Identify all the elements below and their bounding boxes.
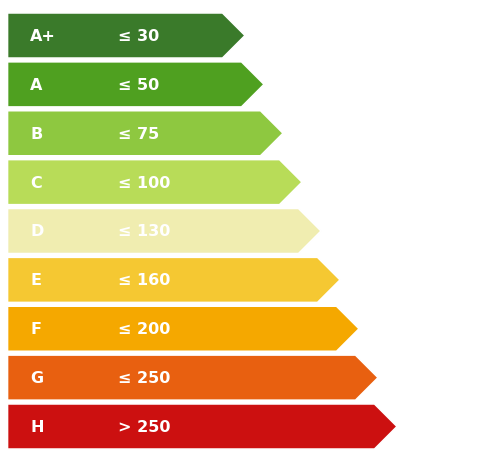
Text: ≤ 100: ≤ 100 <box>118 175 170 190</box>
Text: > 250: > 250 <box>118 419 170 434</box>
Text: ≤ 75: ≤ 75 <box>118 126 159 141</box>
Polygon shape <box>8 112 283 156</box>
Text: G: G <box>30 370 43 385</box>
Text: A: A <box>30 78 42 93</box>
Text: ≤ 50: ≤ 50 <box>118 78 159 93</box>
Text: H: H <box>30 419 44 434</box>
Text: F: F <box>30 322 41 337</box>
Text: A+: A+ <box>30 29 56 44</box>
Text: E: E <box>30 273 41 288</box>
Text: ≤ 200: ≤ 200 <box>118 322 170 337</box>
Text: ≤ 160: ≤ 160 <box>118 273 170 288</box>
Text: B: B <box>30 126 42 141</box>
Text: D: D <box>30 224 44 239</box>
Polygon shape <box>8 258 340 303</box>
Polygon shape <box>8 160 302 205</box>
Text: ≤ 30: ≤ 30 <box>118 29 159 44</box>
Polygon shape <box>8 355 378 400</box>
Text: C: C <box>30 175 42 190</box>
Polygon shape <box>8 63 264 108</box>
Text: ≤ 250: ≤ 250 <box>118 370 170 385</box>
Polygon shape <box>8 307 359 351</box>
Polygon shape <box>8 14 245 59</box>
Text: ≤ 130: ≤ 130 <box>118 224 170 239</box>
Polygon shape <box>8 404 397 449</box>
Polygon shape <box>8 209 321 254</box>
